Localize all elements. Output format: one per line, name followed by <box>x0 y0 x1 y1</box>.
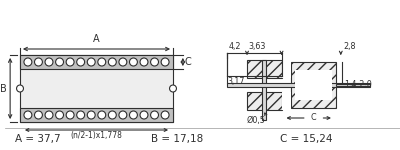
Bar <box>292 62 336 108</box>
Circle shape <box>24 111 32 119</box>
Circle shape <box>24 58 32 66</box>
Circle shape <box>130 111 137 119</box>
Bar <box>295 70 332 100</box>
Bar <box>20 55 173 122</box>
Circle shape <box>150 58 158 66</box>
Text: C = 15,24: C = 15,24 <box>280 134 332 144</box>
Bar <box>20 55 173 69</box>
Circle shape <box>140 58 148 66</box>
Circle shape <box>34 58 42 66</box>
Circle shape <box>77 58 85 66</box>
Bar <box>262 60 266 120</box>
Circle shape <box>77 111 85 119</box>
Circle shape <box>66 58 74 66</box>
Circle shape <box>108 111 116 119</box>
Bar <box>247 92 282 110</box>
Text: 4,2: 4,2 <box>228 42 241 51</box>
Bar <box>247 92 282 110</box>
Text: 3,17: 3,17 <box>227 77 245 86</box>
Bar <box>336 84 370 86</box>
Circle shape <box>45 111 53 119</box>
Text: C: C <box>311 114 316 123</box>
Circle shape <box>140 111 148 119</box>
Circle shape <box>34 111 42 119</box>
Circle shape <box>161 58 169 66</box>
Circle shape <box>66 111 74 119</box>
Circle shape <box>56 111 64 119</box>
Text: B: B <box>0 84 7 93</box>
Circle shape <box>45 58 53 66</box>
Circle shape <box>56 58 64 66</box>
Circle shape <box>130 58 137 66</box>
Circle shape <box>150 111 158 119</box>
Text: A = 37,7: A = 37,7 <box>15 134 61 144</box>
Bar <box>247 60 282 78</box>
Circle shape <box>108 58 116 66</box>
Circle shape <box>170 85 176 92</box>
Circle shape <box>87 58 95 66</box>
Text: B = 17,18: B = 17,18 <box>151 134 204 144</box>
Bar <box>292 62 336 108</box>
Bar <box>282 92 292 110</box>
Text: 2,8: 2,8 <box>344 42 356 51</box>
Circle shape <box>98 58 106 66</box>
Circle shape <box>98 111 106 119</box>
Circle shape <box>119 58 127 66</box>
Text: C: C <box>185 57 192 67</box>
Text: 3,63: 3,63 <box>248 42 265 51</box>
Circle shape <box>16 85 24 92</box>
Bar <box>282 60 292 78</box>
Text: A: A <box>93 34 100 44</box>
Circle shape <box>87 111 95 119</box>
Text: Ø0,5: Ø0,5 <box>247 116 266 125</box>
Circle shape <box>161 111 169 119</box>
Text: 1,4-2,0: 1,4-2,0 <box>344 81 372 90</box>
Bar <box>247 60 282 78</box>
Circle shape <box>119 111 127 119</box>
Text: (n/2-1)x1,778: (n/2-1)x1,778 <box>70 131 122 140</box>
Bar <box>227 83 370 87</box>
Bar <box>20 108 173 122</box>
